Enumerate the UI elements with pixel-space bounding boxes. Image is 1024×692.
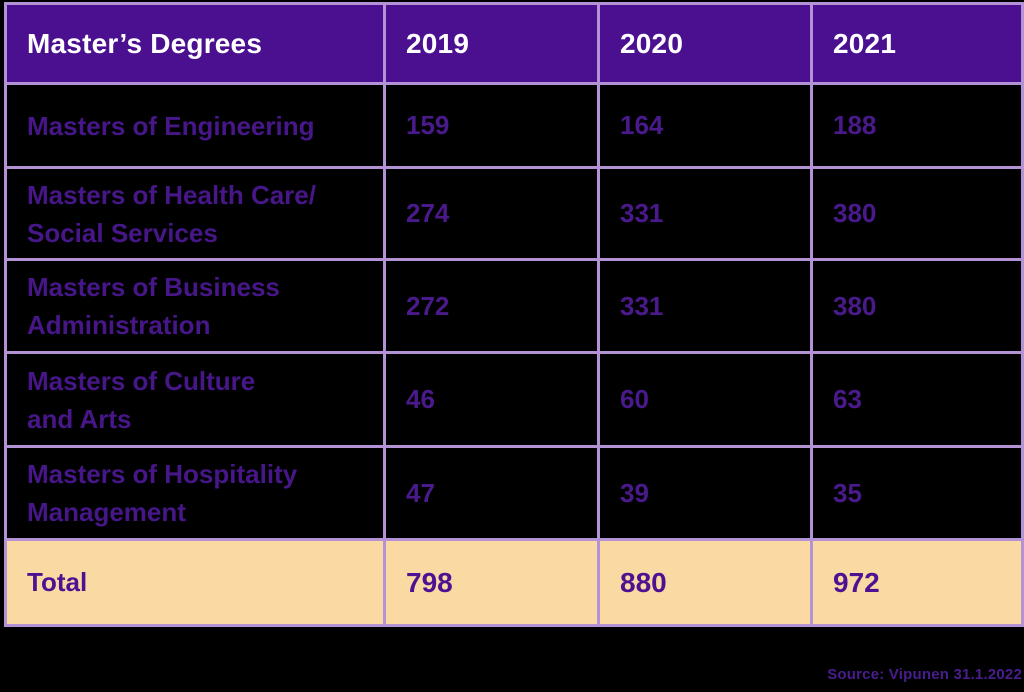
total-row: Total 798 880 972 — [4, 538, 1024, 627]
value-2019: 159 — [383, 82, 600, 169]
table-row-business-administration: Masters of Business Administration 272 3… — [4, 258, 1024, 354]
value-2021: 380 — [810, 258, 1024, 354]
table-row-engineering: Masters of Engineering 159 164 188 — [4, 82, 1024, 169]
value-2020: 331 — [597, 258, 813, 354]
value-2019: 272 — [383, 258, 600, 354]
row-label: Masters of Health Care/ Social Services — [4, 166, 386, 261]
total-value-2021: 972 — [810, 538, 1024, 627]
value-2020: 164 — [597, 82, 813, 169]
value-2020: 39 — [597, 445, 813, 541]
row-label: Masters of Business Administration — [4, 258, 386, 354]
table-row-health-care-social-services: Masters of Health Care/ Social Services … — [4, 166, 1024, 261]
value-2021: 63 — [810, 351, 1024, 448]
value-2021: 380 — [810, 166, 1024, 261]
value-2021: 35 — [810, 445, 1024, 541]
table-row-culture-and-arts: Masters of Culture and Arts 46 60 63 — [4, 351, 1024, 448]
table-header-row: Master’s Degrees 2019 2020 2021 — [4, 2, 1024, 85]
row-label: Masters of Hospitality Management — [4, 445, 386, 541]
total-label: Total — [4, 538, 386, 627]
year-header-2020: 2020 — [597, 2, 813, 85]
year-header-2021: 2021 — [810, 2, 1024, 85]
source-note: Source: Vipunen 31.1.2022 — [827, 666, 1022, 683]
value-2020: 331 — [597, 166, 813, 261]
value-2019: 274 — [383, 166, 600, 261]
value-2019: 46 — [383, 351, 600, 448]
year-header-2019: 2019 — [383, 2, 600, 85]
value-2020: 60 — [597, 351, 813, 448]
table-title-cell: Master’s Degrees — [4, 2, 386, 85]
table-row-hospitality-management: Masters of Hospitality Management 47 39 … — [4, 445, 1024, 541]
masters-degrees-table: Master’s Degrees 2019 2020 2021 Masters … — [4, 2, 1024, 627]
value-2021: 188 — [810, 82, 1024, 169]
total-value-2019: 798 — [383, 538, 600, 627]
total-value-2020: 880 — [597, 538, 813, 627]
row-label: Masters of Culture and Arts — [4, 351, 386, 448]
value-2019: 47 — [383, 445, 600, 541]
row-label: Masters of Engineering — [4, 82, 386, 169]
